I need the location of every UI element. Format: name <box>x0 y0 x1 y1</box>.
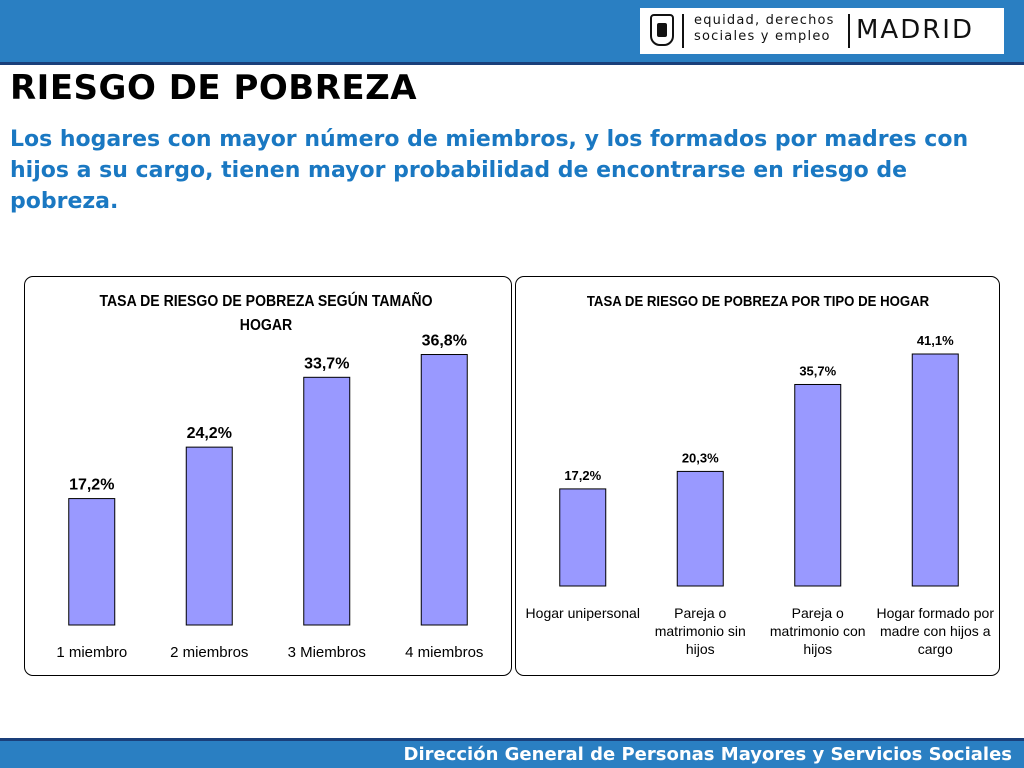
category-label: Hogar unipersonal <box>526 605 640 621</box>
category-label: matrimonio con <box>770 623 866 639</box>
category-label: 4 miembros <box>405 644 483 661</box>
chart-household-size: TASA DE RIESGO DE POBREZA SEGÚN TAMAÑO HO… <box>24 276 512 676</box>
logo-tagline-line-1: equidad, derechos <box>694 13 835 28</box>
page-title: RIESGO DE POBREZA <box>10 68 418 108</box>
logo-city-name: MADRID <box>856 15 974 45</box>
category-label: hijos <box>803 641 832 657</box>
category-label: 2 miembros <box>170 644 248 661</box>
chart-title: TASA DE RIESGO DE POBREZA POR TIPO DE HO… <box>587 292 929 309</box>
logo-divider <box>682 14 684 48</box>
data-label: 36,8% <box>422 333 467 350</box>
city-seal-icon <box>650 14 674 46</box>
data-label: 41,1% <box>917 333 954 348</box>
category-label: Pareja o <box>792 605 844 621</box>
header-band: equidad, derechos sociales y empleo MADR… <box>0 0 1024 65</box>
category-label: hijos <box>686 641 715 657</box>
category-label: cargo <box>918 641 953 657</box>
data-label: 20,3% <box>682 450 719 465</box>
category-label: matrimonio sin <box>655 623 746 639</box>
logo-divider <box>848 14 850 48</box>
chart-household-type-svg: TASA DE RIESGO DE POBREZA POR TIPO DE HO… <box>526 292 995 657</box>
data-label: 35,7% <box>799 363 836 378</box>
bar-2 <box>676 470 724 587</box>
chart-title: HOGAR <box>240 316 292 334</box>
page-subtitle: Los hogares con mayor número de miembros… <box>10 127 969 214</box>
chart-title: TASA DE RIESGO DE POBREZA SEGÚN TAMAÑO <box>99 291 432 310</box>
bar-4 <box>911 353 959 587</box>
category-label: madre con hijos a <box>880 623 991 639</box>
data-label: 24,2% <box>187 425 232 442</box>
logo-tagline: equidad, derechos sociales y empleo <box>694 13 854 45</box>
chart-household-size-svg: TASA DE RIESGO DE POBREZA SEGÚN TAMAÑO HO… <box>56 291 483 661</box>
category-label: Pareja o <box>674 605 726 621</box>
data-label: 17,2% <box>564 468 601 483</box>
data-label: 17,2% <box>69 477 114 494</box>
category-label: 1 miembro <box>56 644 127 661</box>
bar-3 <box>794 383 842 587</box>
bar-1 <box>559 488 607 587</box>
bar-2 <box>185 446 233 626</box>
category-label: 3 Miembros <box>288 644 366 661</box>
data-label: 33,7% <box>304 355 349 372</box>
madrid-logo: equidad, derechos sociales y empleo MADR… <box>640 8 1004 54</box>
bar-1 <box>68 498 116 626</box>
footer-text: Dirección General de Personas Mayores y … <box>403 744 1013 765</box>
chart-household-type: TASA DE RIESGO DE POBREZA POR TIPO DE HO… <box>515 276 1000 676</box>
category-label: Hogar formado por <box>876 605 994 621</box>
bar-4 <box>420 354 468 626</box>
logo-tagline-line-2: sociales y empleo <box>694 29 831 44</box>
bar-3 <box>303 376 351 626</box>
footer-band: Dirección General de Personas Mayores y … <box>0 738 1024 768</box>
